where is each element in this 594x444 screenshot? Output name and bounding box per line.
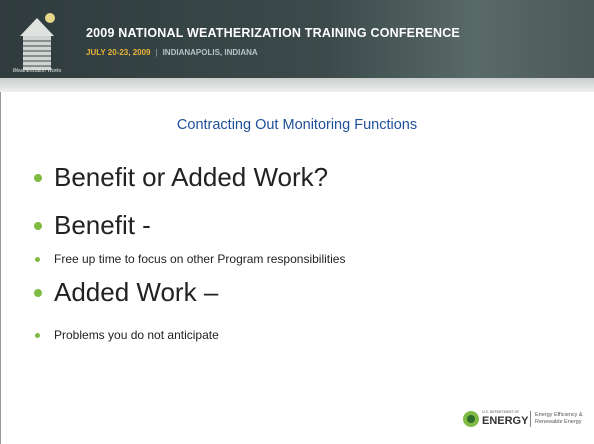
slide-border — [0, 92, 1, 444]
conference-subtitle: JULY 20-23, 2009 | INDIANAPOLIS, INDIANA — [86, 48, 258, 57]
energy-logo — [462, 410, 480, 428]
sub-bullet: Problems you do not anticipate — [34, 328, 219, 342]
office-text: Energy Efficiency & Renewable Energy — [535, 412, 583, 426]
conference-dates: JULY 20-23, 2009 — [86, 48, 151, 57]
conference-title: 2009 NATIONAL WEATHERIZATION TRAINING CO… — [86, 26, 460, 40]
slide-title: Contracting Out Monitoring Functions — [0, 117, 594, 133]
bullet: Benefit or Added Work? — [34, 162, 328, 193]
logo-text: Weatherization Works — [10, 68, 64, 74]
slide-page: Weatherization Works 2009 NATIONAL WEATH… — [0, 0, 594, 444]
header-strip — [0, 78, 594, 92]
bullet: Added Work – — [34, 277, 218, 308]
separator: | — [156, 48, 158, 57]
bullet: Benefit - — [34, 210, 151, 241]
department-text: U.S. DEPARTMENT OF — [482, 410, 519, 414]
agency-text: ENERGY — [482, 415, 528, 427]
separator — [530, 411, 531, 427]
conference-location: INDIANAPOLIS, INDIANA — [163, 48, 258, 57]
sub-bullet: Free up time to focus on other Program r… — [34, 252, 345, 266]
